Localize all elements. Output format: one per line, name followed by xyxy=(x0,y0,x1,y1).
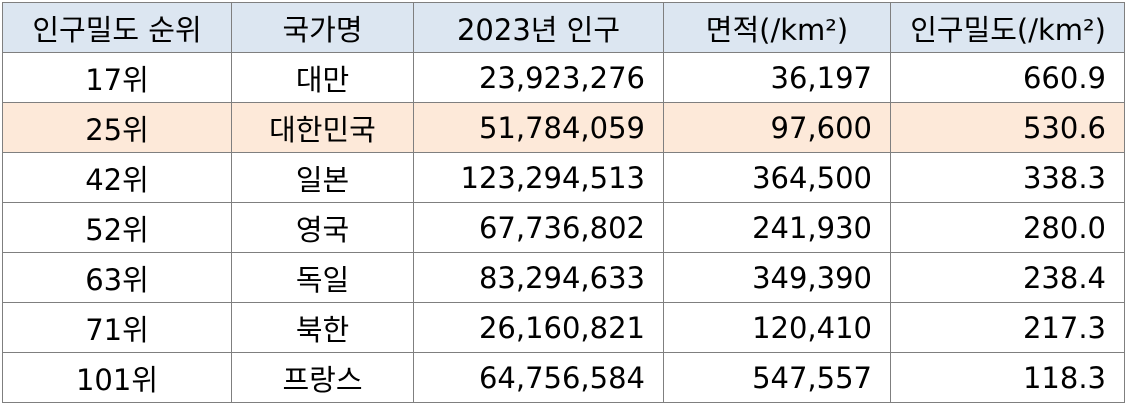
area-cell: 349,390 xyxy=(663,252,891,303)
area-cell: 364,500 xyxy=(663,152,891,203)
table-row: 101위 프랑스 64,756,584 547,557 118.3 xyxy=(2,352,1125,403)
density-cell: 118.3 xyxy=(890,352,1125,403)
table-row: 52위 영국 67,736,802 241,930 280.0 xyxy=(2,202,1125,253)
density-cell: 280.0 xyxy=(890,202,1125,253)
table-row-highlighted: 25위 대한민국 51,784,059 97,600 530.6 xyxy=(2,102,1125,153)
rank-cell: 42위 xyxy=(2,152,232,203)
density-cell: 238.4 xyxy=(890,252,1125,303)
area-cell: 547,557 xyxy=(663,352,891,403)
header-population: 2023년 인구 xyxy=(413,2,664,53)
population-cell: 26,160,821 xyxy=(413,302,664,353)
area-cell: 36,197 xyxy=(663,52,891,103)
table-row: 42위 일본 123,294,513 364,500 338.3 xyxy=(2,152,1125,203)
table-row: 63위 독일 83,294,633 349,390 238.4 xyxy=(2,252,1125,303)
country-cell: 영국 xyxy=(231,202,414,253)
country-cell: 북한 xyxy=(231,302,414,353)
header-area: 면적(/km²) xyxy=(663,2,891,53)
country-cell: 일본 xyxy=(231,152,414,203)
header-density: 인구밀도(/km²) xyxy=(890,2,1125,53)
rank-cell: 52위 xyxy=(2,202,232,253)
area-cell: 241,930 xyxy=(663,202,891,253)
density-cell: 338.3 xyxy=(890,152,1125,203)
population-cell: 23,923,276 xyxy=(413,52,664,103)
rank-cell: 101위 xyxy=(2,352,232,403)
population-density-table: 인구밀도 순위 국가명 2023년 인구 면적(/km²) 인구밀도(/km²)… xyxy=(2,2,1125,403)
density-cell: 217.3 xyxy=(890,302,1125,353)
density-cell: 660.9 xyxy=(890,52,1125,103)
country-cell: 독일 xyxy=(231,252,414,303)
density-cell: 530.6 xyxy=(890,102,1125,153)
rank-cell: 71위 xyxy=(2,302,232,353)
table-row: 17위 대만 23,923,276 36,197 660.9 xyxy=(2,52,1125,103)
table-row: 71위 북한 26,160,821 120,410 217.3 xyxy=(2,302,1125,353)
population-cell: 67,736,802 xyxy=(413,202,664,253)
rank-cell: 63위 xyxy=(2,252,232,303)
population-cell: 123,294,513 xyxy=(413,152,664,203)
header-rank: 인구밀도 순위 xyxy=(2,2,232,53)
header-row: 인구밀도 순위 국가명 2023년 인구 면적(/km²) 인구밀도(/km²) xyxy=(2,2,1125,53)
area-cell: 120,410 xyxy=(663,302,891,353)
rank-cell: 25위 xyxy=(2,102,232,153)
area-cell: 97,600 xyxy=(663,102,891,153)
country-cell: 대만 xyxy=(231,52,414,103)
country-cell: 대한민국 xyxy=(231,102,414,153)
population-cell: 83,294,633 xyxy=(413,252,664,303)
population-cell: 51,784,059 xyxy=(413,102,664,153)
population-cell: 64,756,584 xyxy=(413,352,664,403)
rank-cell: 17위 xyxy=(2,52,232,103)
country-cell: 프랑스 xyxy=(231,352,414,403)
header-country: 국가명 xyxy=(231,2,414,53)
